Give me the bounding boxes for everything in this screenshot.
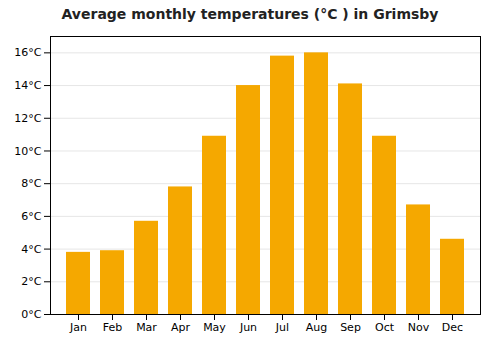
svg-text:16°C: 16°C [14, 46, 41, 59]
svg-text:Sep: Sep [340, 321, 361, 334]
svg-text:Nov: Nov [408, 321, 430, 334]
svg-text:2°C: 2°C [21, 275, 41, 288]
svg-text:Dec: Dec [442, 321, 463, 334]
svg-text:12°C: 12°C [14, 112, 41, 125]
svg-text:6°C: 6°C [21, 210, 41, 223]
svg-text:8°C: 8°C [21, 177, 41, 190]
html-text:Average monthly temperatures (: Average monthly temperatures (°C ) in Gr… [61, 6, 439, 22]
svg-text:14°C: 14°C [14, 79, 41, 92]
svg-text:10°C: 10°C [14, 144, 41, 157]
svg-text:Oct: Oct [375, 321, 395, 334]
svg-text:Feb: Feb [103, 321, 122, 334]
svg-text:4°C: 4°C [21, 243, 41, 256]
svg-text:Jul: Jul [275, 321, 289, 334]
svg-text:0°C: 0°C [21, 308, 41, 321]
svg-text:Jun: Jun [239, 321, 257, 334]
svg-text:May: May [203, 321, 226, 334]
svg-text:Apr: Apr [171, 321, 191, 334]
svg-text:Aug: Aug [306, 321, 327, 334]
svg-text:Mar: Mar [136, 321, 157, 334]
svg-text:Jan: Jan [69, 321, 87, 334]
